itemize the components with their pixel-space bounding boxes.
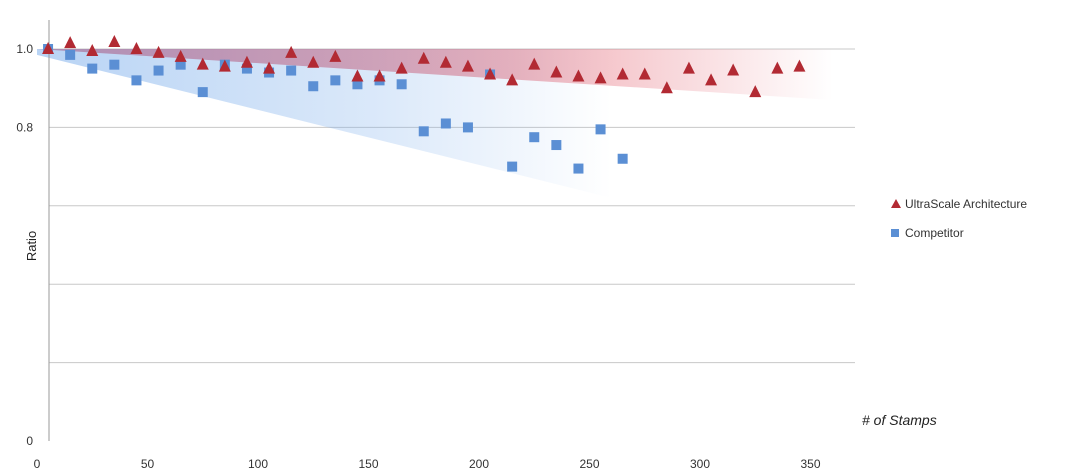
- ultrascale-point: [285, 45, 298, 58]
- competitor-point: [87, 63, 98, 74]
- x-tick-label: 100: [248, 457, 268, 471]
- y-axis-label: Ratio: [24, 231, 39, 261]
- ultrascale-point: [196, 57, 209, 70]
- competitor-point: [175, 59, 186, 70]
- competitor-point: [440, 118, 451, 129]
- competitor-point: [551, 140, 562, 151]
- ultrascale-point: [550, 65, 563, 78]
- ultrascale-point: [616, 67, 629, 80]
- competitor-point: [286, 65, 297, 76]
- ultrascale-point: [351, 69, 364, 82]
- x-tick-label: 0: [34, 457, 41, 471]
- ultrascale-point: [263, 61, 276, 74]
- ultrascale-point: [152, 45, 165, 58]
- ultrascale-point: [638, 67, 651, 80]
- ultrascale-point: [329, 49, 342, 62]
- ultrascale-point: [174, 49, 187, 62]
- competitor-point: [330, 75, 341, 86]
- competitor-point: [153, 65, 164, 76]
- ultrascale-point: [130, 42, 143, 54]
- ultrascale-point: [461, 59, 474, 72]
- ultrascale-point: [594, 71, 607, 84]
- y-tick-label: 0: [26, 434, 33, 448]
- ultrascale-point: [749, 85, 762, 98]
- ultrascale-point: [307, 55, 320, 68]
- competitor-point: [109, 59, 120, 70]
- legend-square-icon: [891, 229, 899, 237]
- ultrascale-point: [771, 61, 784, 74]
- x-axis-annotation: # of Stamps: [862, 412, 937, 428]
- x-tick-label: 200: [469, 457, 489, 471]
- ultrascale-point: [727, 63, 740, 76]
- competitor-point: [617, 153, 628, 164]
- ultrascale-point: [64, 36, 77, 49]
- legend-label: Competitor: [905, 226, 964, 240]
- competitor-point: [65, 49, 76, 60]
- ultrascale-point: [108, 34, 121, 47]
- ultrascale-point: [417, 51, 430, 64]
- ultrascale-point: [42, 42, 55, 54]
- trend-shade: [37, 49, 612, 198]
- ultrascale-point: [86, 43, 99, 56]
- competitor-point: [396, 79, 407, 90]
- competitor-point: [418, 126, 429, 137]
- competitor-point: [462, 122, 473, 133]
- competitor-point: [573, 163, 584, 174]
- tick-labels: 0 50 100 150 200 250 300 350 0 0.8 1.0: [16, 42, 821, 471]
- ultrascale-point: [705, 73, 718, 86]
- ultrascale-point: [373, 69, 386, 82]
- trend-shades: [37, 49, 833, 198]
- ultrascale-point: [793, 59, 806, 72]
- competitor-point: [308, 81, 319, 92]
- competitor-point: [197, 87, 208, 98]
- competitor-point: [352, 79, 363, 90]
- x-tick-label: 150: [358, 457, 378, 471]
- ultrascale-point: [528, 57, 541, 70]
- ultrascale-point: [506, 73, 519, 86]
- ultrascale-point: [572, 69, 585, 82]
- competitor-point: [241, 63, 252, 74]
- ultrascale-point: [240, 55, 253, 68]
- ultrascale-point: [660, 81, 673, 94]
- legend-triangle-icon: [891, 199, 901, 208]
- competitor-point: [529, 132, 540, 143]
- x-tick-label: 300: [690, 457, 710, 471]
- competitor-point: [595, 124, 606, 135]
- ultrascale-point: [395, 61, 408, 74]
- y-tick-label: 0.8: [16, 120, 33, 134]
- ultrascale-point: [484, 67, 497, 80]
- data-points: [42, 34, 806, 174]
- y-tick-label: 1.0: [16, 42, 33, 56]
- x-tick-label: 50: [141, 457, 155, 471]
- ultrascale-point: [682, 61, 695, 74]
- competitor-point: [131, 75, 142, 86]
- x-tick-label: 350: [800, 457, 820, 471]
- legend-item: UltraScale Architecture: [891, 197, 1027, 211]
- ultrascale-point: [439, 55, 452, 68]
- legend: UltraScale Architecture Competitor: [891, 197, 1027, 240]
- legend-label: UltraScale Architecture: [905, 197, 1027, 211]
- competitor-point: [507, 161, 518, 172]
- ultrascale-point: [218, 59, 231, 72]
- legend-item: Competitor: [891, 226, 964, 240]
- x-tick-label: 250: [579, 457, 599, 471]
